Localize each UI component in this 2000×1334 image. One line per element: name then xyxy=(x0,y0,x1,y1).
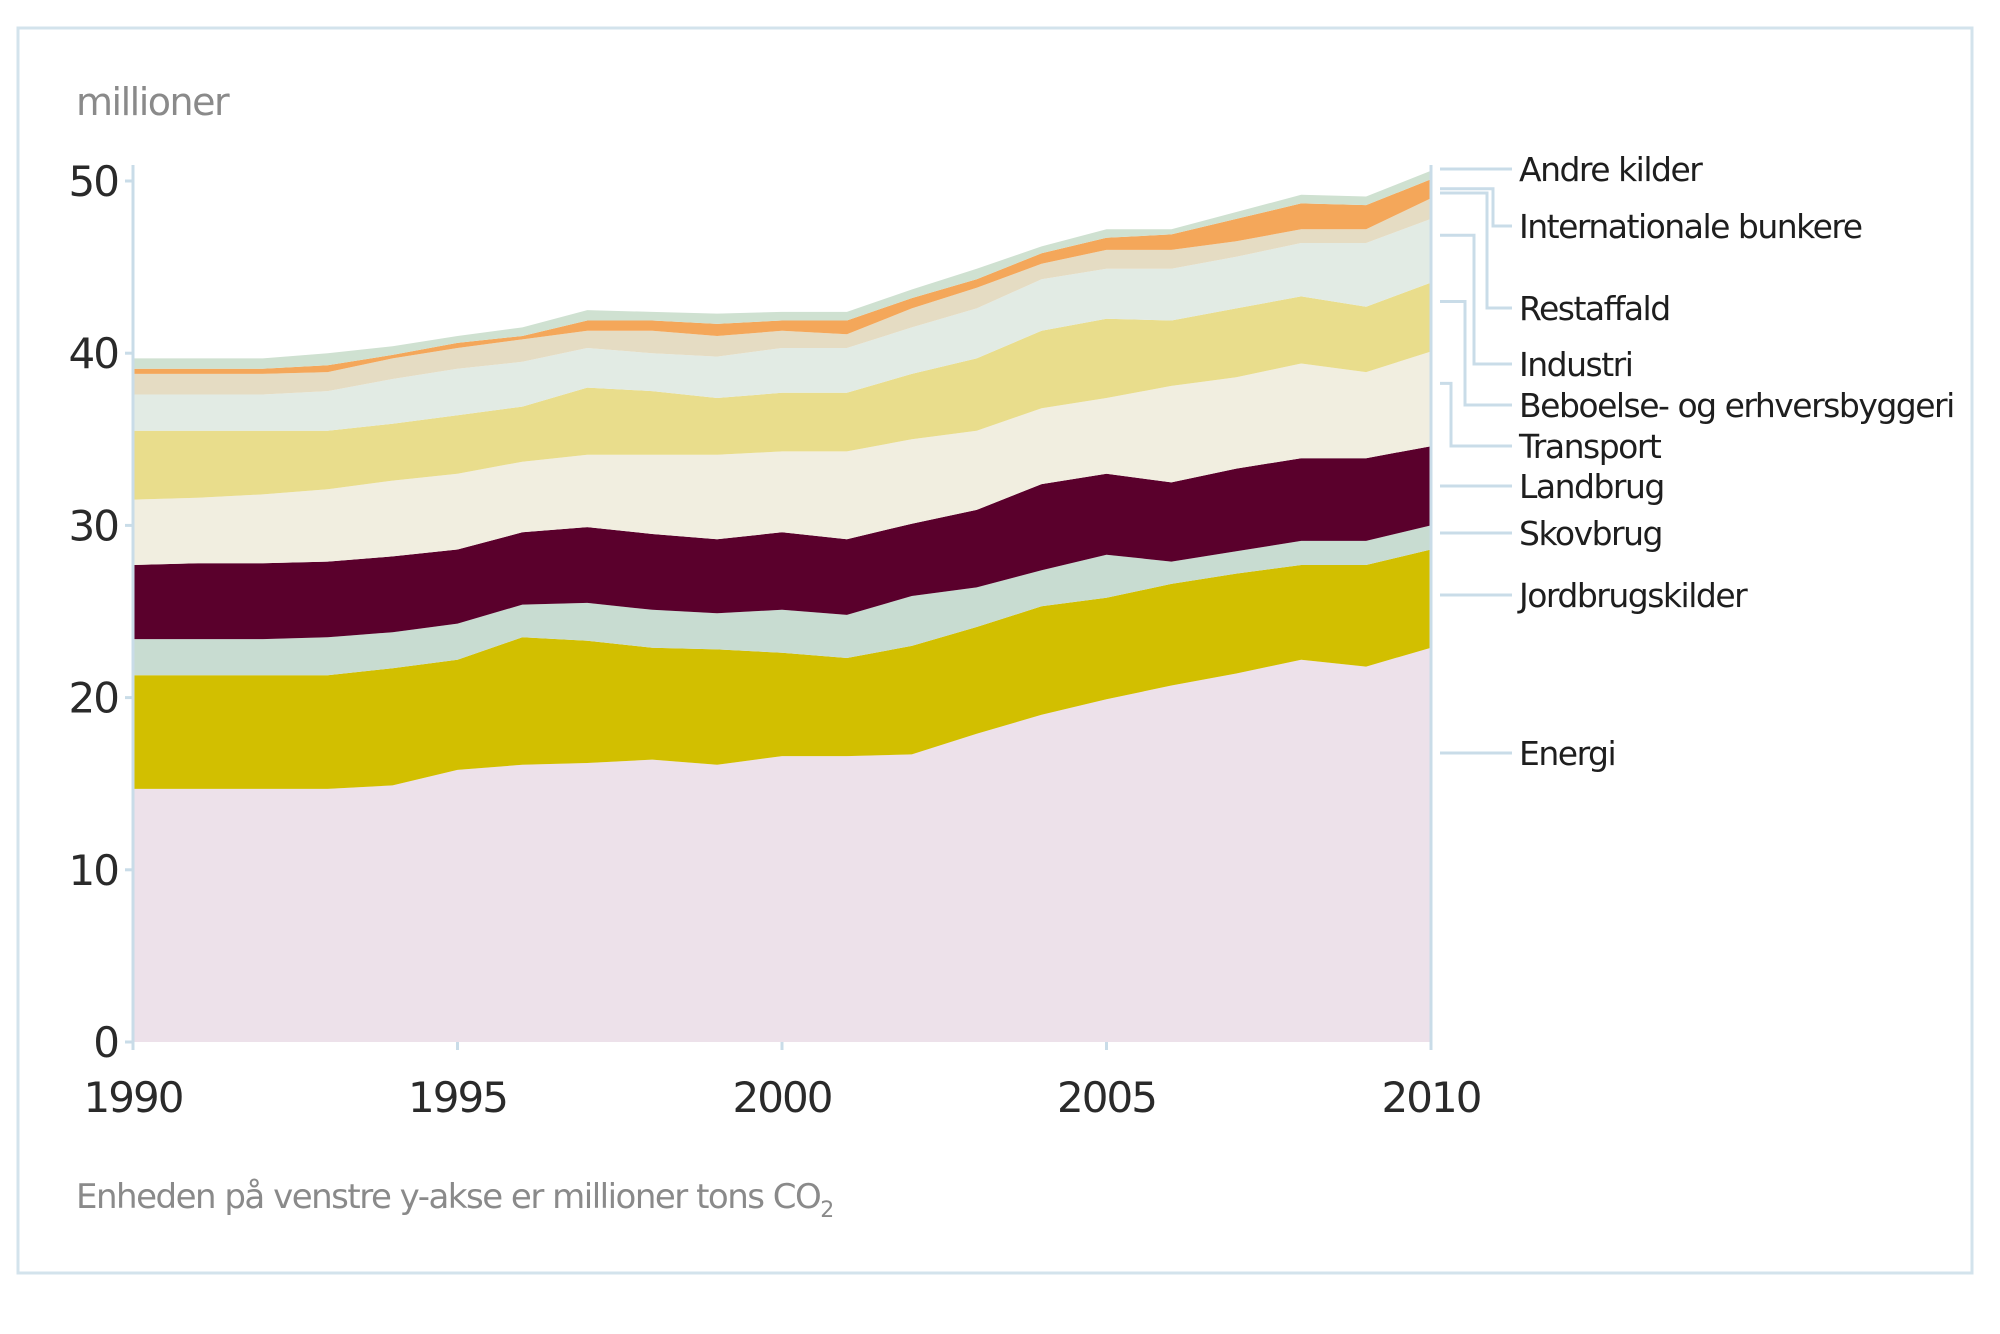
area-energi xyxy=(133,647,1431,1042)
area-jordbrugskilder xyxy=(133,549,1431,789)
area-beboelse-og-erhversbyggeri xyxy=(133,282,1431,500)
legend-leader-line xyxy=(1440,381,1512,448)
legend-label-skovbrug: Skovbrug xyxy=(1519,514,1662,553)
unit-footnote: Enheden på venstre y-akse er millioner t… xyxy=(76,1177,833,1223)
y-axis-unit-label: millioner xyxy=(76,80,230,124)
legend-label-beboelse-og-erhversbyggeri: Beboelse- og erhversbyggeri xyxy=(1519,386,1954,425)
legend-leader-line xyxy=(1440,191,1512,310)
y-tick-label: 30 xyxy=(69,501,118,550)
legend-label-restaffald: Restaffald xyxy=(1519,289,1670,328)
legend-leader-line xyxy=(1440,233,1512,366)
x-tick-label: 2005 xyxy=(1057,1073,1156,1122)
x-tick-label: 1990 xyxy=(84,1073,183,1122)
y-tick-label: 10 xyxy=(69,846,118,895)
area-industri xyxy=(133,218,1431,431)
y-tick-label: 20 xyxy=(69,674,118,723)
legend-label-andre-kilder: Andre kilder xyxy=(1519,150,1703,189)
legend-label-jordbrugskilder: Jordbrugskilder xyxy=(1517,576,1748,615)
area-layers xyxy=(133,170,1431,1042)
area-restaffald xyxy=(133,198,1431,395)
axes: 0 10 20 30 40 50 1990 1995 2000 2005 2010 xyxy=(69,157,1483,1122)
unit-footnote-text: Enheden på venstre y-akse er millioner t… xyxy=(76,1177,820,1217)
y-tick-label: 50 xyxy=(69,157,118,206)
legend-leader-line xyxy=(1440,300,1512,407)
area-landbrug xyxy=(133,446,1431,640)
x-tick-label: 1995 xyxy=(408,1073,507,1122)
y-tick-label: 0 xyxy=(93,1018,118,1067)
legend-label-internationale-bunkere: Internationale bunkere xyxy=(1519,207,1862,246)
legend-label-transport: Transport xyxy=(1518,427,1662,466)
area-transport xyxy=(133,351,1431,565)
legend-label-industri: Industri xyxy=(1519,345,1632,384)
legend-leader-line xyxy=(1440,187,1512,228)
y-tick-label: 40 xyxy=(69,329,118,378)
area-skovbrug xyxy=(133,525,1431,676)
x-tick-label: 2000 xyxy=(733,1073,832,1122)
unit-footnote-subscript: 2 xyxy=(820,1198,833,1223)
legend-label-landbrug: Landbrug xyxy=(1519,467,1664,506)
legend: Energi Jordbrugskilder Skovbrug LandbrugTra… xyxy=(1440,150,1955,773)
legend-label-energi: Energi xyxy=(1519,734,1615,773)
x-tick-label: 2010 xyxy=(1382,1073,1481,1122)
